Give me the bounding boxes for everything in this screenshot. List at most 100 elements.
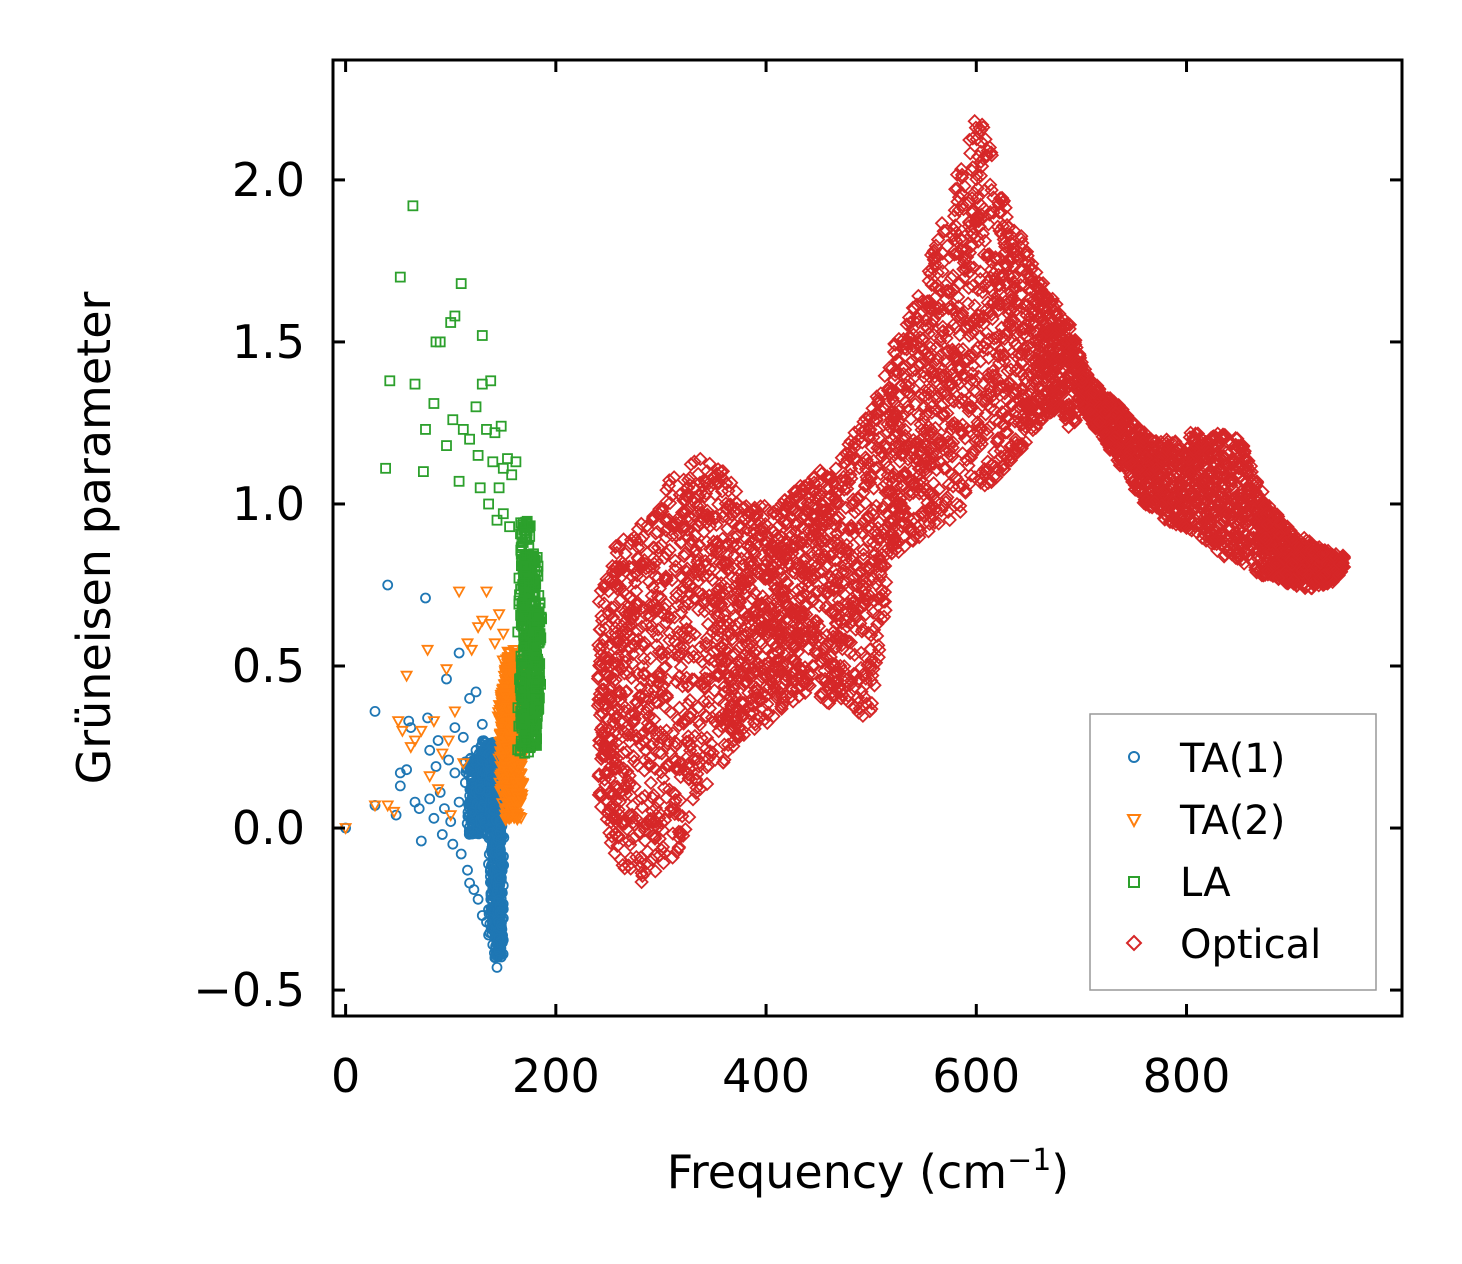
data-point-optical	[644, 513, 660, 529]
data-point-optical	[875, 479, 890, 495]
data-point-optical	[1214, 479, 1229, 495]
data-point-optical	[1000, 375, 1016, 391]
data-point-optical	[681, 809, 697, 825]
data-point-optical	[914, 439, 929, 454]
data-point-optical	[957, 178, 972, 194]
data-point-optical	[948, 303, 963, 319]
data-point-optical	[919, 449, 934, 465]
data-point-optical	[785, 694, 801, 709]
data-point-optical	[951, 203, 967, 218]
data-point-optical	[624, 708, 639, 723]
data-point-optical	[911, 288, 926, 304]
data-point-optical	[634, 874, 649, 890]
data-point-optical	[725, 601, 740, 616]
data-point-optical	[679, 574, 694, 590]
data-point-optical	[987, 445, 1002, 460]
data-point-optical	[947, 415, 962, 431]
data-point-optical	[837, 456, 853, 471]
data-point-optical	[1129, 421, 1145, 437]
data-point-optical	[792, 534, 808, 550]
data-point-optical	[717, 752, 732, 767]
data-point-optical	[1170, 456, 1185, 472]
data-point-optical	[679, 480, 695, 496]
data-point-optical	[650, 524, 665, 540]
data-point-optical	[678, 504, 693, 520]
data-point-optical	[742, 608, 758, 623]
data-point-optical	[643, 775, 659, 791]
data-point-optical	[654, 501, 670, 517]
data-point-optical	[619, 744, 635, 760]
data-point-optical	[697, 603, 712, 619]
data-point-optical	[926, 252, 942, 268]
data-point-optical	[986, 331, 1002, 346]
data-point-optical	[964, 372, 979, 388]
data-point-optical	[808, 645, 823, 661]
data-point-optical	[736, 557, 752, 572]
data-point-optical	[921, 427, 936, 443]
data-point-optical	[643, 651, 658, 666]
data-point-optical	[981, 350, 996, 366]
data-point-optical	[746, 645, 762, 660]
data-point-optical	[735, 628, 750, 644]
data-point-optical	[872, 532, 888, 547]
data-point-optical	[898, 377, 914, 393]
data-point-optical	[856, 547, 871, 562]
data-point-optical	[940, 405, 955, 421]
data-point-optical	[617, 699, 633, 715]
data-point-optical	[648, 800, 664, 816]
data-point-optical	[634, 865, 649, 881]
data-point-optical	[691, 602, 706, 618]
data-point-optical	[937, 460, 953, 475]
data-point-optical	[679, 734, 694, 750]
data-point-optical	[909, 450, 924, 465]
data-point-optical	[789, 516, 805, 532]
data-point-optical	[900, 403, 916, 418]
data-point-optical	[658, 573, 673, 588]
data-point-optical	[806, 528, 821, 543]
data-point-optical	[656, 607, 672, 623]
data-point-optical	[1031, 391, 1046, 407]
data-point-optical	[671, 839, 687, 855]
data-point-optical	[699, 759, 715, 775]
data-point-optical	[784, 682, 799, 698]
data-point-optical	[667, 646, 683, 662]
data-point-optical	[970, 405, 985, 420]
data-point-optical	[1032, 381, 1048, 396]
data-point-optical	[827, 511, 843, 526]
data-point-optical	[680, 529, 696, 544]
data-point-optical	[650, 669, 666, 684]
data-point-optical	[612, 760, 627, 775]
data-point-optical	[698, 741, 713, 757]
data-point-optical	[655, 690, 670, 705]
data-point-optical	[688, 785, 704, 801]
data-point-optical	[879, 505, 894, 521]
data-point-optical	[611, 539, 627, 554]
data-point-optical	[669, 586, 684, 601]
data-point-optical	[871, 642, 887, 658]
data-point-optical	[712, 587, 727, 603]
data-point-optical	[676, 599, 692, 614]
data-point-optical	[731, 519, 746, 534]
data-point-optical	[766, 708, 781, 724]
data-point-optical	[1139, 492, 1155, 507]
data-point-optical	[702, 568, 717, 584]
data-point-optical	[623, 532, 639, 548]
data-point-optical	[793, 494, 809, 510]
data-point-optical	[669, 528, 684, 543]
data-point-optical	[884, 382, 900, 397]
data-point-optical	[837, 671, 853, 686]
data-point-optical	[871, 391, 886, 407]
data-point-optical	[844, 518, 859, 534]
data-point-optical	[931, 516, 946, 531]
data-point-optical	[973, 271, 988, 287]
data-point-optical	[938, 491, 954, 507]
data-point-optical	[672, 717, 687, 733]
data-point-optical	[669, 844, 684, 860]
data-point-optical	[848, 667, 864, 682]
data-point-optical	[636, 666, 652, 681]
data-point-optical	[639, 518, 655, 534]
data-point-optical	[871, 394, 886, 409]
data-point-optical	[986, 266, 1001, 282]
data-point-optical	[682, 692, 698, 708]
data-point-optical	[940, 504, 956, 519]
